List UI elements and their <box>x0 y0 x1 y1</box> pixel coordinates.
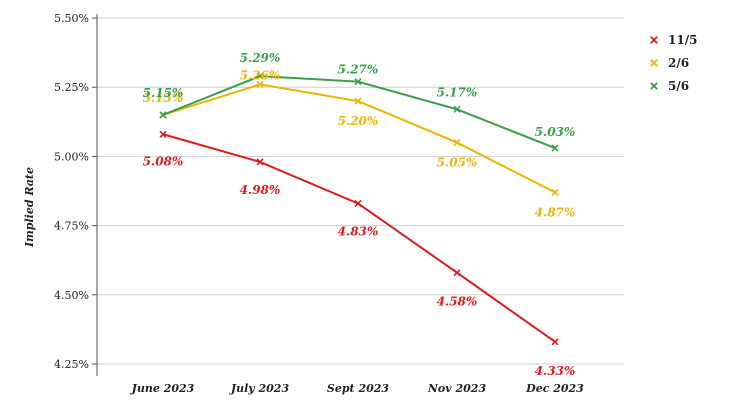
series-layer <box>159 72 559 346</box>
data-label: 4.33% <box>535 364 576 378</box>
data-label: 5.29% <box>240 51 281 65</box>
data-point <box>354 97 362 105</box>
legend-marker <box>650 59 658 67</box>
data-point <box>551 144 559 152</box>
data-label: 4.83% <box>338 224 379 238</box>
marker-stroke <box>551 144 559 152</box>
marker-stroke <box>354 97 362 105</box>
data-point <box>256 80 264 88</box>
data-label: 5.15% <box>143 91 184 105</box>
data-point <box>453 105 461 113</box>
data-point <box>551 188 559 196</box>
data-label: 5.27% <box>338 63 379 77</box>
data-point <box>354 78 362 86</box>
legend-item: 11/5 <box>650 33 697 47</box>
marker-stroke <box>453 138 461 147</box>
y-tick-label: 4.25% <box>54 358 89 371</box>
y-tick-label: 4.75% <box>54 220 89 233</box>
data-label: 5.17% <box>437 85 478 99</box>
y-tick-label: 5.25% <box>54 81 89 94</box>
data-point <box>256 72 264 80</box>
data-labels: 5.08% 4.98% 4.83% 4.58% 4.33% 5.15% 5.26% 5.20%… <box>143 51 576 378</box>
data-label: 5.15% <box>143 86 184 100</box>
marker-stroke <box>551 188 559 196</box>
legend-marker <box>650 36 658 44</box>
marker-stroke <box>159 111 167 119</box>
marker-stroke <box>256 80 264 88</box>
y-tick-label: 5.50% <box>54 12 89 25</box>
data-point <box>551 338 559 346</box>
legend-label: 5/6 <box>668 79 689 93</box>
data-point <box>159 111 167 119</box>
marker-stroke <box>159 130 167 138</box>
marker-stroke <box>551 338 559 346</box>
x-tick-label: Dec 2023 <box>525 382 584 395</box>
y-tick-label: 4.50% <box>54 289 89 302</box>
data-label: 4.58% <box>437 295 478 309</box>
data-point <box>256 158 264 166</box>
grid <box>97 17 624 365</box>
marker-stroke <box>354 199 362 208</box>
marker-stroke <box>453 105 461 113</box>
axes: 4.25% 4.50% 4.75% 5.00% 5.25% 5.50% June 2023 J… <box>54 12 584 395</box>
legend: 11/5 2/6 5/6 <box>650 33 697 93</box>
legend-label: 11/5 <box>668 33 697 47</box>
marker-stroke <box>354 78 362 86</box>
legend-item: 2/6 <box>650 56 689 70</box>
x-tick-label: June 2023 <box>130 382 195 395</box>
marker-stroke <box>453 269 461 277</box>
marker-stroke <box>256 72 264 80</box>
data-label: 5.20% <box>338 114 379 128</box>
y-axis-label: Implied Rate <box>23 167 36 248</box>
data-label: 5.08% <box>143 154 184 168</box>
data-point <box>453 138 461 147</box>
data-label: 5.03% <box>535 125 576 139</box>
x-tick-label: July 2023 <box>229 382 290 395</box>
data-label: 4.87% <box>535 205 576 219</box>
data-label: 4.98% <box>240 183 281 197</box>
x-tick-label: Sept 2023 <box>327 382 390 395</box>
data-point <box>159 130 167 138</box>
x-tick-label: Nov 2023 <box>427 382 487 395</box>
y-tick-label: 5.00% <box>54 150 89 163</box>
data-label: 5.05% <box>437 156 478 170</box>
data-point <box>453 269 461 277</box>
legend-label: 2/6 <box>668 56 689 70</box>
data-point <box>354 199 362 208</box>
data-label: 5.26% <box>240 68 281 82</box>
legend-marker <box>650 82 658 90</box>
marker-stroke <box>256 158 264 166</box>
legend-item: 5/6 <box>650 79 689 93</box>
